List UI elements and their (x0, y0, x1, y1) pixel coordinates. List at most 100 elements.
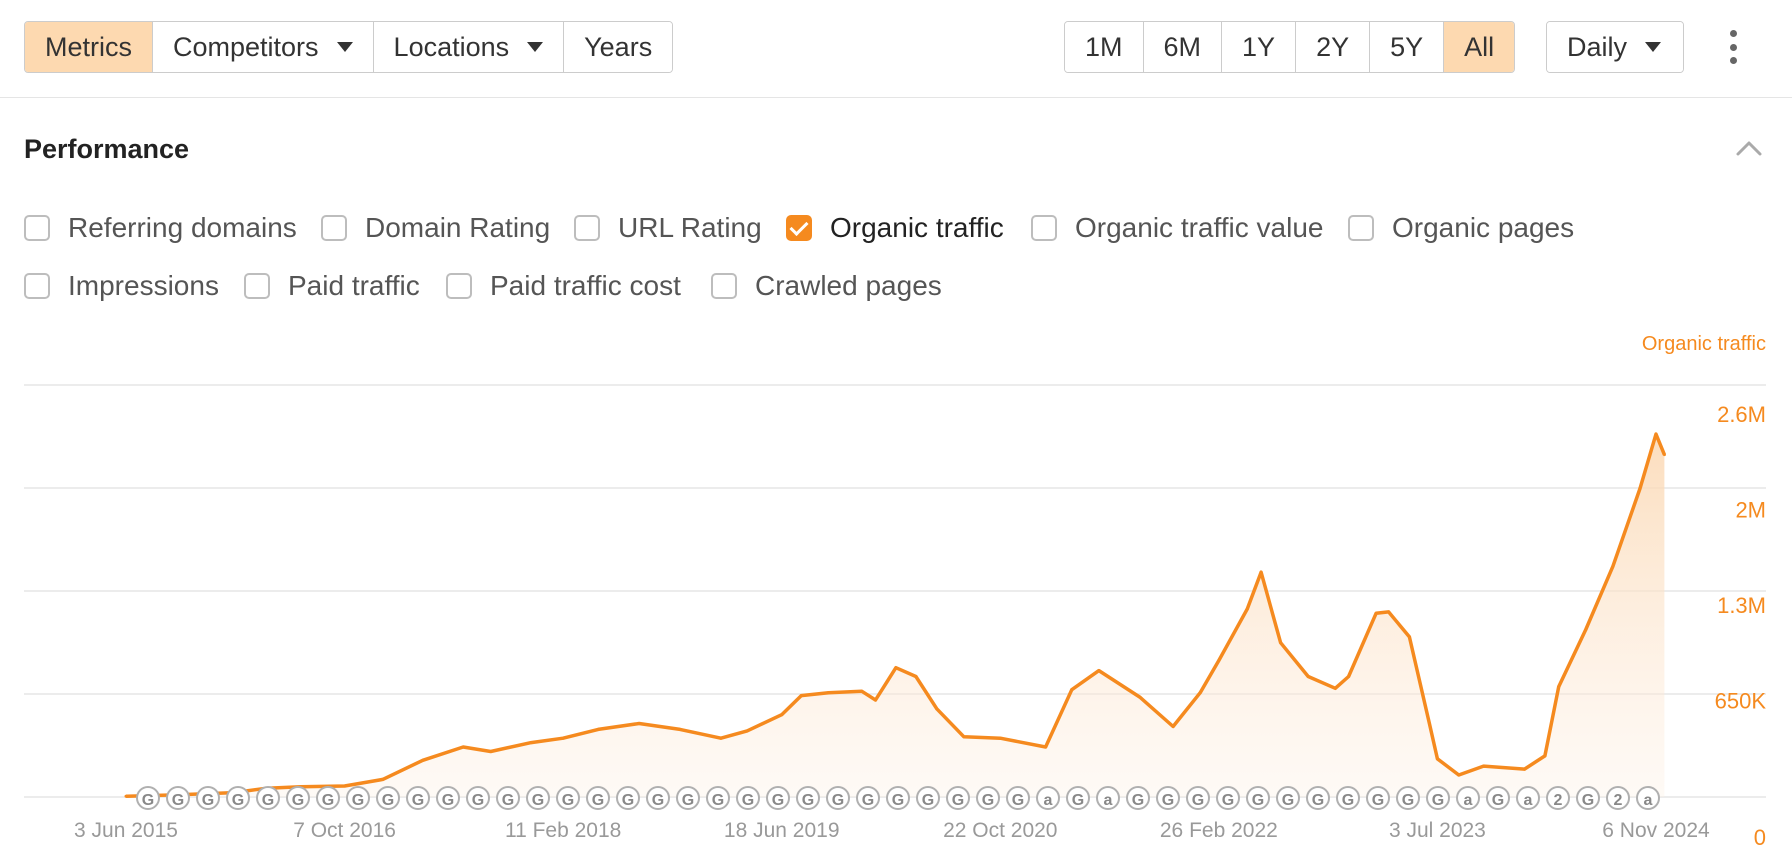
update-marker[interactable]: a (1636, 786, 1660, 810)
mode-button-competitors[interactable]: Competitors (153, 22, 374, 72)
update-marker[interactable]: G (466, 786, 490, 810)
update-marker[interactable]: G (1336, 786, 1360, 810)
update-marker[interactable]: G (1486, 786, 1510, 810)
data-point[interactable] (1097, 669, 1101, 673)
metric-checkbox-paid-traffic-cost[interactable]: Paid traffic cost (446, 269, 681, 303)
data-point[interactable] (1374, 611, 1378, 615)
data-point[interactable] (1217, 658, 1221, 662)
data-point[interactable] (1427, 722, 1431, 726)
data-point[interactable] (1584, 628, 1588, 632)
data-point[interactable] (1557, 685, 1561, 689)
update-marker[interactable]: G (856, 786, 880, 810)
data-point[interactable] (1171, 724, 1175, 728)
update-marker[interactable]: a (1456, 786, 1480, 810)
update-marker[interactable]: G (1186, 786, 1210, 810)
data-point[interactable] (1482, 764, 1486, 768)
update-marker[interactable]: G (1276, 786, 1300, 810)
update-marker[interactable]: G (286, 786, 310, 810)
update-marker[interactable]: G (556, 786, 580, 810)
data-point[interactable] (1523, 767, 1527, 771)
update-marker[interactable]: G (766, 786, 790, 810)
data-point[interactable] (1387, 610, 1391, 614)
update-marker[interactable]: G (346, 786, 370, 810)
update-marker[interactable]: G (826, 786, 850, 810)
update-marker[interactable]: G (676, 786, 700, 810)
metric-checkbox-organic-traffic[interactable]: Organic traffic (786, 211, 1004, 245)
metric-checkbox-domain-rating[interactable]: Domain Rating (321, 211, 550, 245)
data-point[interactable] (1198, 691, 1202, 695)
update-marker[interactable]: G (1126, 786, 1150, 810)
data-point[interactable] (561, 736, 565, 740)
data-point[interactable] (529, 741, 533, 745)
range-button-all[interactable]: All (1444, 22, 1515, 72)
update-marker[interactable]: G (736, 786, 760, 810)
update-marker[interactable]: G (436, 786, 460, 810)
mode-button-metrics[interactable]: Metrics (25, 22, 153, 72)
update-marker[interactable]: G (1396, 786, 1420, 810)
data-point[interactable] (343, 784, 347, 788)
data-point[interactable] (1138, 695, 1142, 699)
update-marker[interactable]: G (976, 786, 1000, 810)
update-marker[interactable]: G (616, 786, 640, 810)
range-button-1y[interactable]: 1Y (1222, 22, 1297, 72)
update-marker[interactable]: G (1006, 786, 1030, 810)
data-point[interactable] (1259, 570, 1263, 574)
update-marker[interactable]: G (1366, 786, 1390, 810)
metric-checkbox-crawled-pages[interactable]: Crawled pages (711, 269, 942, 303)
update-marker[interactable]: G (706, 786, 730, 810)
range-button-2y[interactable]: 2Y (1296, 22, 1371, 72)
update-marker[interactable]: a (1096, 786, 1120, 810)
data-point[interactable] (1457, 773, 1461, 777)
update-marker[interactable]: G (946, 786, 970, 810)
data-point[interactable] (914, 675, 918, 679)
data-point[interactable] (596, 727, 600, 731)
data-point[interactable] (637, 722, 641, 726)
update-marker[interactable]: G (136, 786, 160, 810)
update-marker[interactable]: G (916, 786, 940, 810)
update-marker[interactable]: G (586, 786, 610, 810)
update-marker[interactable]: 2 (1546, 786, 1570, 810)
data-point[interactable] (1333, 686, 1337, 690)
data-point[interactable] (1407, 635, 1411, 639)
data-point[interactable] (1543, 754, 1547, 758)
update-marker[interactable]: G (526, 786, 550, 810)
metric-checkbox-organic-traffic-value[interactable]: Organic traffic value (1031, 211, 1324, 245)
kebab-vertical-icon[interactable] (1719, 30, 1747, 64)
mode-button-locations[interactable]: Locations (373, 22, 565, 72)
update-marker[interactable]: G (406, 786, 430, 810)
metric-checkbox-impressions[interactable]: Impressions (24, 269, 219, 303)
update-marker[interactable]: G (166, 786, 190, 810)
data-point[interactable] (381, 777, 385, 781)
update-marker[interactable]: G (1576, 786, 1600, 810)
data-point[interactable] (780, 713, 784, 717)
update-marker[interactable]: G (796, 786, 820, 810)
interval-dropdown[interactable]: Daily (1547, 22, 1684, 72)
update-marker[interactable]: 2 (1606, 786, 1630, 810)
range-button-5y[interactable]: 5Y (1370, 22, 1445, 72)
update-marker[interactable]: G (376, 786, 400, 810)
data-point[interactable] (962, 735, 966, 739)
update-marker[interactable]: a (1516, 786, 1540, 810)
update-marker[interactable]: G (1426, 786, 1450, 810)
data-point[interactable] (719, 736, 723, 740)
update-marker[interactable]: G (256, 786, 280, 810)
data-point[interactable] (489, 749, 493, 753)
update-marker[interactable]: G (226, 786, 250, 810)
data-point[interactable] (1435, 757, 1439, 761)
update-marker[interactable]: G (1066, 786, 1090, 810)
data-point[interactable] (421, 758, 425, 762)
data-point[interactable] (1070, 688, 1074, 692)
data-point[interactable] (873, 698, 877, 702)
data-point[interactable] (1611, 564, 1615, 568)
update-marker[interactable]: G (316, 786, 340, 810)
update-marker[interactable]: G (196, 786, 220, 810)
chevron-up-icon[interactable] (1734, 136, 1764, 160)
range-button-6m[interactable]: 6M (1143, 22, 1223, 72)
data-point[interactable] (894, 666, 898, 670)
data-point[interactable] (860, 689, 864, 693)
data-point[interactable] (1245, 607, 1249, 611)
metric-checkbox-referring-domains[interactable]: Referring domains (24, 211, 297, 245)
update-marker[interactable]: G (1156, 786, 1180, 810)
data-point[interactable] (1347, 675, 1351, 679)
update-marker[interactable]: G (1216, 786, 1240, 810)
